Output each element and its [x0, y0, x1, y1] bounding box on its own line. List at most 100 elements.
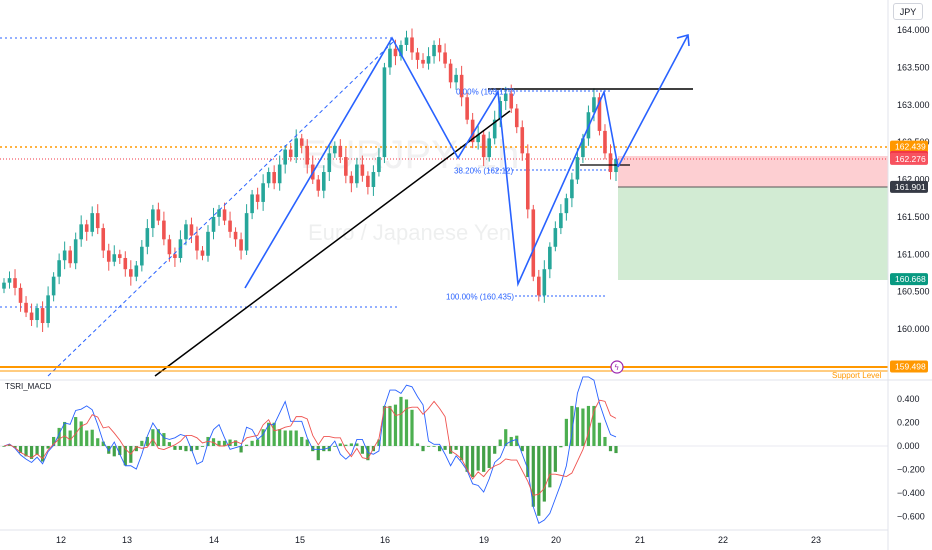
candle-body [189, 224, 194, 236]
candle-body [481, 134, 486, 158]
candle-body [51, 276, 56, 296]
candle-body [162, 220, 166, 240]
candle-body [514, 108, 519, 128]
macd-bar [399, 396, 403, 446]
candle-body [178, 239, 183, 258]
candle-body [559, 213, 563, 229]
macd-bar [443, 446, 447, 450]
reward-box[interactable] [618, 187, 888, 280]
indicator-label[interactable]: TSRI_MACD [5, 382, 51, 391]
candle-body [106, 250, 111, 262]
price-ticks: 164.000163.500163.000162.500162.000161.5… [897, 25, 930, 334]
macd-bar [233, 440, 238, 446]
macd-bar [305, 439, 309, 446]
macd-bar [531, 446, 535, 507]
projection-arrow[interactable] [617, 34, 689, 168]
currency-selector[interactable]: JPY [893, 3, 923, 20]
macd-bar [118, 446, 122, 456]
macd-bar [195, 446, 199, 450]
candle-body [355, 164, 359, 184]
macd-bar [382, 405, 387, 446]
price-badge-label: 159.498 [895, 362, 926, 372]
macd-bar [13, 446, 17, 448]
macd-bar [156, 429, 160, 446]
candle-body [283, 149, 287, 165]
price-tick-label: 161.000 [897, 249, 930, 259]
macd-bar [542, 446, 546, 502]
risk-box[interactable] [618, 156, 888, 187]
candle-body [195, 235, 199, 251]
candles-group[interactable] [2, 28, 618, 332]
macd-bar [498, 439, 502, 446]
candle-body [68, 250, 72, 264]
macd-bar [29, 446, 34, 459]
candle-body [399, 44, 403, 57]
candle-body [388, 48, 392, 68]
time-tick-label: 16 [380, 535, 390, 545]
candle-body [608, 153, 613, 173]
candle-body [255, 194, 260, 202]
zigzag-pattern[interactable] [244, 36, 619, 289]
candle-body [360, 164, 365, 176]
macd-bar [614, 446, 618, 454]
candle-body [404, 37, 409, 45]
macd-bar [608, 446, 613, 452]
candle-body [145, 228, 150, 247]
macd-bar [581, 408, 585, 446]
macd-bar [410, 409, 414, 446]
macd-bar [575, 407, 580, 446]
macd-bar [228, 439, 232, 446]
macd-bar [272, 422, 276, 446]
macd-tick-label: −0.200 [897, 465, 925, 475]
macd-bar [261, 429, 265, 446]
candle-body [492, 119, 497, 139]
candle-body [448, 63, 453, 83]
candle-body [459, 74, 464, 98]
candle-body [46, 295, 50, 324]
candle-body [597, 97, 602, 131]
macd-bar [432, 446, 436, 447]
macd-bar [597, 422, 602, 446]
candle-body [129, 269, 133, 277]
candle-body [18, 287, 23, 303]
candle-body [316, 179, 321, 191]
candle-body [581, 138, 585, 158]
macd-bar [493, 446, 497, 454]
macd-bar [140, 440, 144, 446]
price-badges: 162.439162.302162.276161.901160.668159.4… [890, 140, 928, 373]
rising-trendline[interactable] [154, 110, 511, 377]
candle-body [592, 97, 596, 113]
candle-body [465, 97, 469, 120]
candle-body [377, 157, 381, 173]
macd-bar [460, 446, 464, 461]
candle-body [603, 130, 607, 154]
macd-bar [526, 446, 530, 478]
candle-body [575, 157, 580, 180]
macd-bar [250, 440, 254, 446]
price-badge-label: 162.276 [895, 154, 926, 164]
time-tick-label: 15 [295, 535, 305, 545]
candle-body [134, 265, 139, 277]
candle-body [200, 250, 205, 256]
macd-bar [454, 446, 458, 450]
macd-group [2, 376, 618, 524]
price-tick-label: 160.000 [897, 324, 930, 334]
candle-body [2, 282, 6, 289]
macd-line [3, 376, 617, 524]
macd-bar [520, 446, 524, 452]
candle-body [117, 254, 122, 258]
candle-body [29, 312, 34, 321]
candle-body [531, 209, 536, 277]
candle-body [415, 52, 420, 60]
macd-bar [18, 446, 23, 453]
macd-bar [355, 443, 359, 446]
candle-body [426, 56, 431, 64]
candle-body [217, 209, 221, 217]
macd-bar [35, 446, 39, 455]
lightning-icon[interactable] [610, 360, 624, 374]
macd-bar [300, 436, 304, 446]
candle-body [244, 213, 249, 251]
candle-body [173, 254, 177, 258]
candle-body [84, 224, 89, 232]
